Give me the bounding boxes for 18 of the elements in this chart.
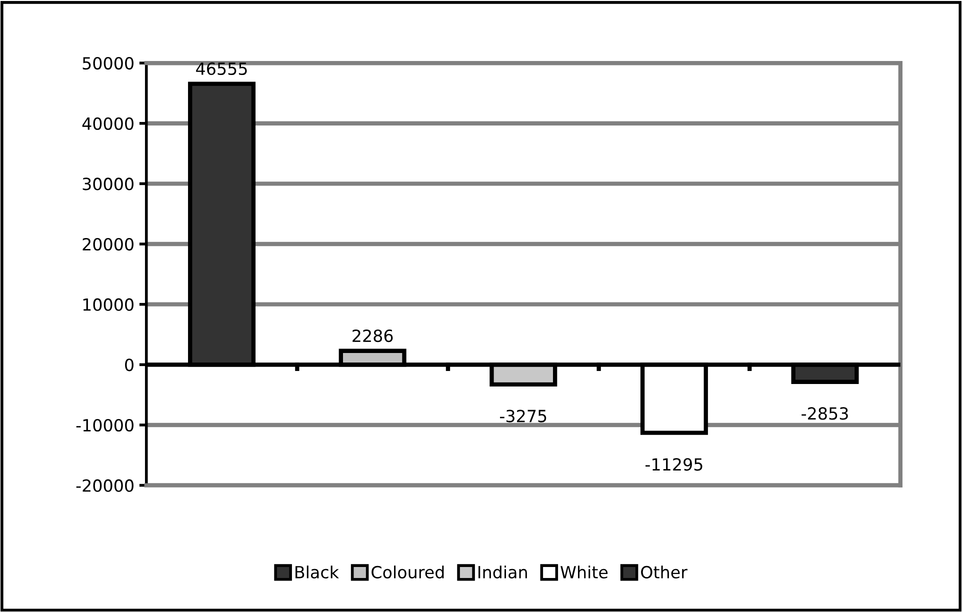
y-tick-label: 50000 <box>82 57 134 70</box>
y-tick-label: -20000 <box>76 479 134 492</box>
y-tick-label: 20000 <box>82 238 134 251</box>
data-label: 46555 <box>196 62 247 76</box>
data-label: 2286 <box>352 329 393 342</box>
legend-label: Indian <box>478 566 527 578</box>
y-tick-label: 40000 <box>82 117 134 130</box>
legend-label: Other <box>641 566 688 578</box>
y-tick-label: 10000 <box>83 298 134 311</box>
data-label: -2853 <box>802 407 848 420</box>
data-label: -3275 <box>500 410 546 422</box>
legend-label: White <box>560 566 608 578</box>
data-label: -11295 <box>645 458 702 471</box>
y-tick-label: 0 <box>125 358 134 372</box>
legend-label: Coloured <box>372 566 444 578</box>
y-tick-label: -10000 <box>76 418 134 432</box>
legend-label: Black <box>296 566 339 578</box>
y-tick-label: 30000 <box>82 178 134 190</box>
